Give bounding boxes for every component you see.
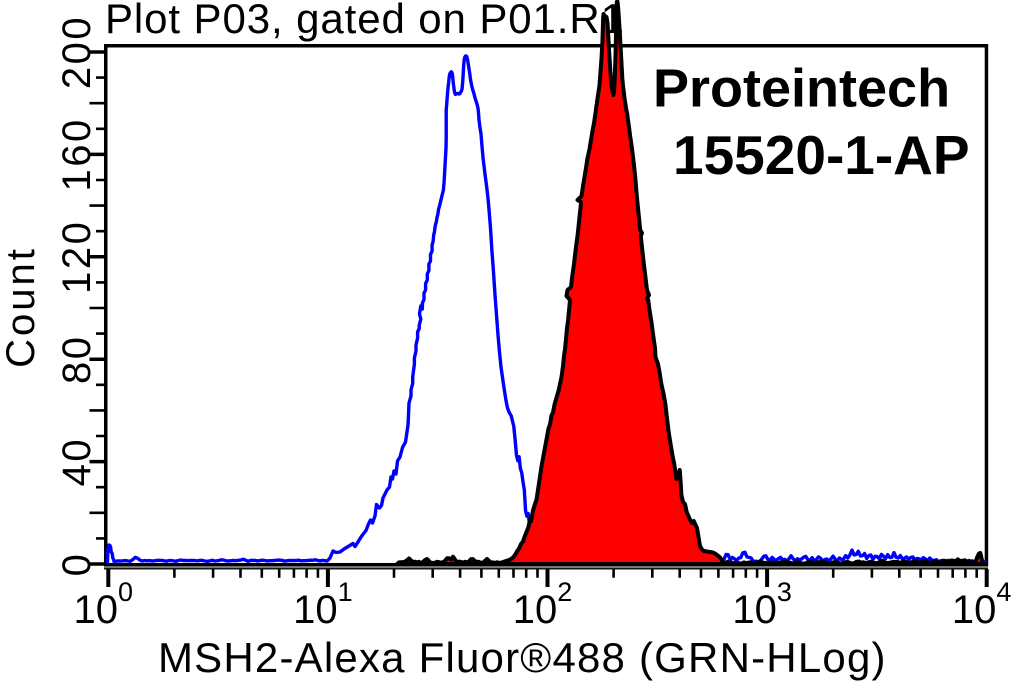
svg-text:0: 0: [55, 552, 99, 577]
svg-text:MSH2-Alexa Fluor®488 (GRN-HLog: MSH2-Alexa Fluor®488 (GRN-HLog): [158, 634, 887, 681]
svg-text:15520-1-AP: 15520-1-AP: [673, 124, 970, 186]
svg-text:120: 120: [55, 220, 99, 294]
svg-text:160: 160: [55, 117, 99, 191]
svg-text:Plot P03, gated on P01.R1: Plot P03, gated on P01.R1: [105, 0, 625, 42]
svg-text:Proteintech: Proteintech: [653, 59, 950, 119]
svg-text:80: 80: [55, 334, 99, 384]
svg-text:40: 40: [55, 437, 99, 487]
svg-text:200: 200: [55, 15, 99, 89]
svg-text:Count: Count: [0, 246, 43, 368]
